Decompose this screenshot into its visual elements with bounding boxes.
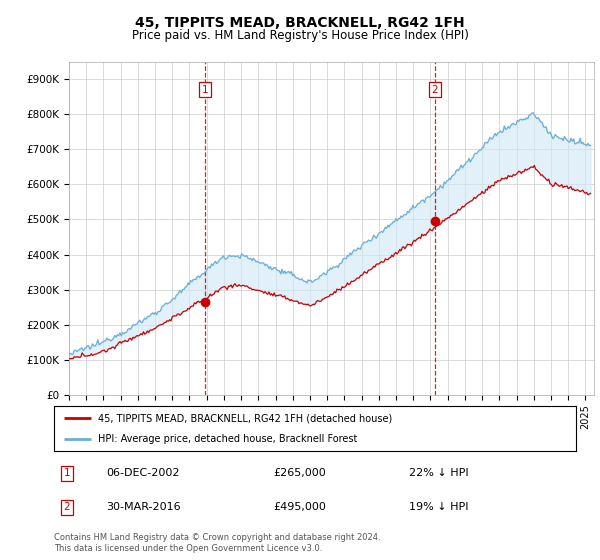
Text: HPI: Average price, detached house, Bracknell Forest: HPI: Average price, detached house, Brac… bbox=[98, 433, 358, 444]
Text: 1: 1 bbox=[202, 85, 209, 95]
Text: Contains HM Land Registry data © Crown copyright and database right 2024.
This d: Contains HM Land Registry data © Crown c… bbox=[54, 533, 380, 553]
Text: £265,000: £265,000 bbox=[273, 468, 326, 478]
Text: 45, TIPPITS MEAD, BRACKNELL, RG42 1FH (detached house): 45, TIPPITS MEAD, BRACKNELL, RG42 1FH (d… bbox=[98, 413, 392, 423]
Text: 2: 2 bbox=[64, 502, 70, 512]
Text: 06-DEC-2002: 06-DEC-2002 bbox=[106, 468, 180, 478]
Text: £495,000: £495,000 bbox=[273, 502, 326, 512]
Text: 1: 1 bbox=[64, 468, 70, 478]
Text: 45, TIPPITS MEAD, BRACKNELL, RG42 1FH: 45, TIPPITS MEAD, BRACKNELL, RG42 1FH bbox=[135, 16, 465, 30]
Text: 2: 2 bbox=[431, 85, 438, 95]
Text: 22% ↓ HPI: 22% ↓ HPI bbox=[409, 468, 469, 478]
Text: 19% ↓ HPI: 19% ↓ HPI bbox=[409, 502, 469, 512]
Text: 30-MAR-2016: 30-MAR-2016 bbox=[106, 502, 181, 512]
Text: Price paid vs. HM Land Registry's House Price Index (HPI): Price paid vs. HM Land Registry's House … bbox=[131, 29, 469, 42]
